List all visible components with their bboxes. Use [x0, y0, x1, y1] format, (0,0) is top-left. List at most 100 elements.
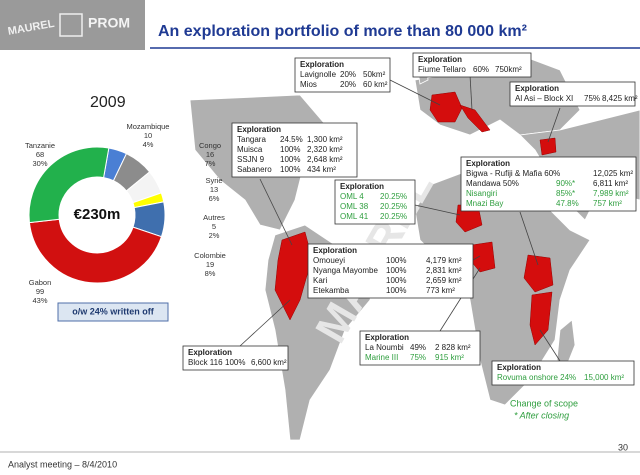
region — [459, 104, 491, 133]
callout-cell: 60% — [473, 65, 489, 74]
callout-cell: 50km² — [363, 70, 386, 79]
slice-share: 4% — [143, 140, 154, 149]
callout-cell: 6,600 km² — [251, 358, 287, 367]
leader — [547, 107, 561, 143]
leader — [414, 204, 461, 216]
callout-cell: 12,025 km² — [593, 169, 633, 178]
chart-year: 2009 — [90, 94, 126, 111]
slice-value: 19 — [206, 260, 214, 269]
callout-cell: 2,831 km² — [426, 266, 462, 275]
callout-cell: Etekamba — [313, 286, 350, 295]
callout-cell: Mios — [300, 80, 317, 89]
leader — [539, 329, 561, 362]
callout-cell: 1,300 km² — [307, 135, 343, 144]
callout-cell: 7,989 km² — [593, 189, 629, 198]
callout-cell: 2,320 km² — [307, 145, 343, 154]
callout-title: Exploration — [313, 246, 357, 255]
callout-cell: La Noumbi — [365, 343, 404, 352]
slice-value: 16 — [206, 150, 214, 159]
callout-cell: Sabanero — [237, 165, 272, 174]
footer: Analyst meeting – 8/4/2010 — [8, 459, 117, 469]
callout-cell: 915 km² — [435, 353, 464, 362]
callout-cell: 75% — [410, 353, 426, 362]
leader — [259, 178, 293, 246]
callout-cell: 2,659 km² — [426, 276, 462, 285]
callout-cell: 2,648 km² — [307, 155, 343, 164]
leader — [239, 299, 291, 347]
leader — [389, 79, 441, 106]
callout-cell: OML 4 — [340, 192, 364, 201]
callout-cell: 6,811 km² — [593, 179, 628, 188]
callout-box — [294, 57, 391, 93]
callout-cell: Kari — [313, 276, 327, 285]
callout-cell: 20% — [340, 70, 356, 79]
note: o/w 24% written off — [72, 306, 155, 316]
leader — [519, 211, 539, 266]
legend-item: * After closing — [514, 410, 569, 420]
callout-box — [307, 243, 474, 299]
callout-title: Exploration — [515, 84, 559, 93]
callout-cell: 100% — [280, 145, 300, 154]
callout-cell: Mnazi Bay — [466, 199, 503, 208]
callout-cell: 100% — [225, 358, 245, 367]
callout-cell: Mandawa 50% — [466, 179, 519, 188]
callout-cell: 750km² — [495, 65, 522, 74]
callout-cell: OML 38 — [340, 202, 369, 211]
slice-label: Colombie — [194, 251, 226, 260]
region — [429, 91, 463, 123]
callout-title: Exploration — [300, 60, 344, 69]
slice-label: Mozambique — [127, 122, 170, 131]
callout-cell: Block 116 — [188, 358, 223, 367]
callout-title: Exploration — [340, 182, 384, 191]
slice-value: 68 — [36, 150, 44, 159]
callout-cell: 100% — [386, 256, 406, 265]
callout-cell: Fiume Tellaro — [418, 65, 466, 74]
callout-cell: 100% — [386, 286, 406, 295]
callout-cell: Lavignolle — [300, 70, 337, 79]
callout-box — [412, 52, 532, 78]
callout-cell: 100% — [280, 155, 300, 164]
callout-cell: Marine III — [365, 353, 398, 362]
logo-right: PROM — [88, 15, 130, 31]
callout-cell: Rovuma onshore 24% — [497, 373, 576, 382]
callout-cell: 8,425 km² — [602, 94, 638, 103]
callout-cell: Muisca — [237, 145, 263, 154]
callout-box — [231, 122, 358, 178]
callout-cell: Nisangiri — [466, 189, 497, 198]
slice-label: Gabon — [29, 278, 52, 287]
callout-title: Exploration — [466, 159, 510, 168]
callout-box — [491, 360, 635, 386]
callout-box — [359, 330, 481, 366]
donut-slice — [28, 218, 163, 284]
callout-title: Exploration — [188, 348, 232, 357]
callout-title: Exploration — [365, 333, 409, 342]
slice-share: 2% — [209, 231, 220, 240]
slice-label: Autres — [203, 213, 225, 222]
callout-cell: 60 km² — [363, 80, 388, 89]
leader — [472, 255, 481, 261]
leader — [469, 74, 473, 111]
region — [539, 137, 557, 156]
callout-title: Exploration — [237, 125, 281, 134]
note-box — [57, 302, 169, 322]
slice-share: 7% — [205, 159, 216, 168]
slice-share: 8% — [205, 269, 216, 278]
logo-mark — [59, 13, 83, 37]
region — [274, 231, 313, 321]
callout-cell: 90%* — [556, 179, 575, 188]
callout-cell: 20% — [340, 80, 356, 89]
callout-box — [182, 345, 289, 371]
callout-cell: 100% — [386, 276, 406, 285]
logo-box — [0, 0, 145, 50]
callout-cell: Bigwa - Rufiji & Mafia 60% — [466, 169, 560, 178]
callout-cell: 434 km² — [307, 165, 336, 174]
callout-box — [334, 179, 416, 225]
page-number: 30 — [618, 442, 628, 452]
callout-cell: 47.8% — [556, 199, 579, 208]
callout-cell: Nyanga Mayombe — [313, 266, 378, 275]
callout-box — [460, 156, 637, 212]
callout-cell: 20.25% — [380, 212, 407, 221]
slice-value: 13 — [210, 185, 218, 194]
callout-cell: 15,000 km² — [584, 373, 624, 382]
